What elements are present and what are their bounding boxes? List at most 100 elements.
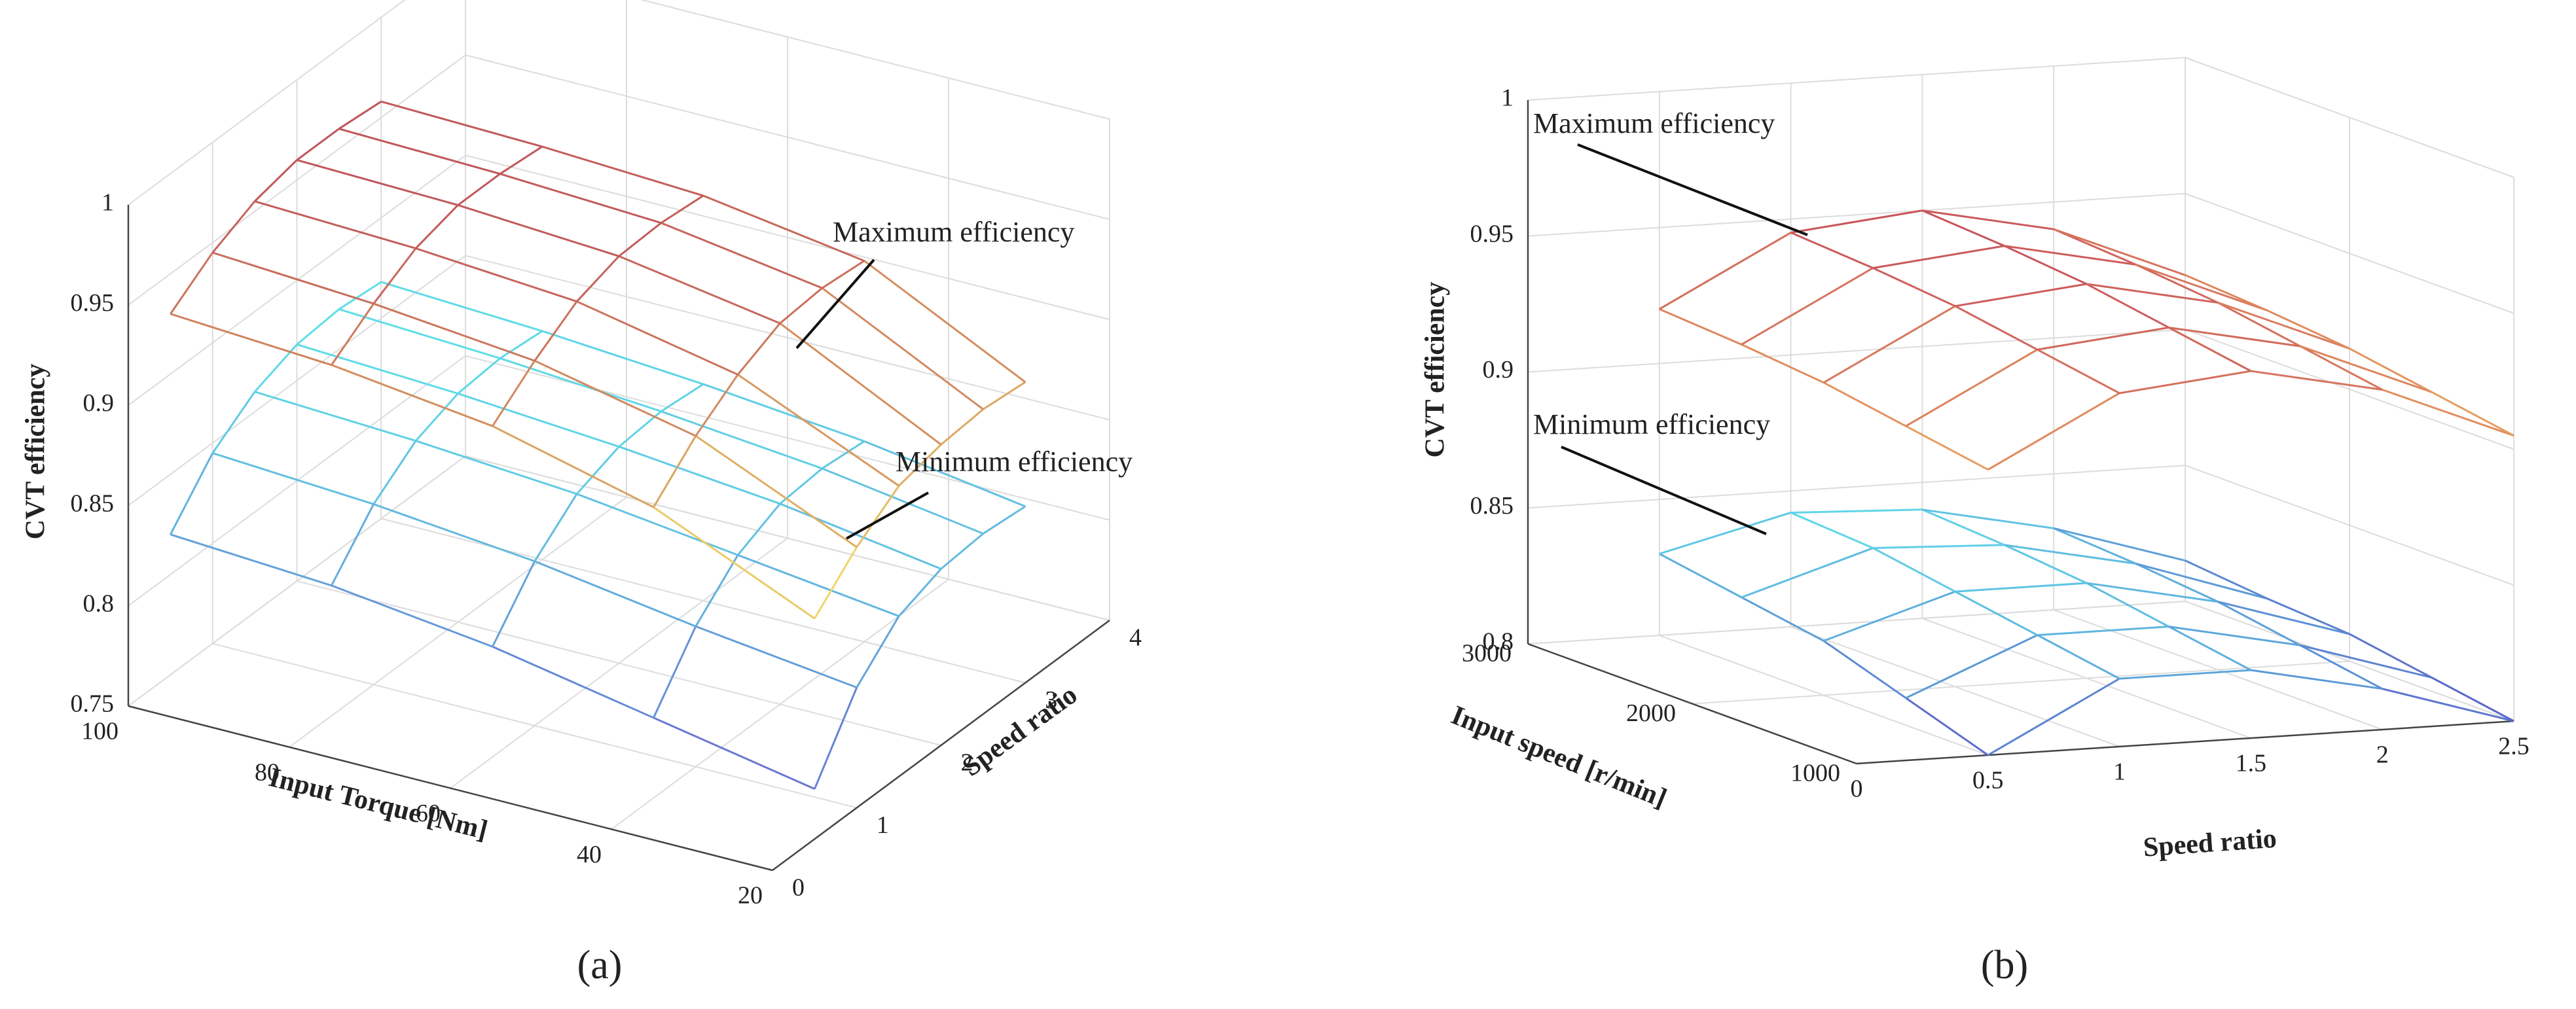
mesh-line: [576, 446, 620, 495]
mesh-line: [2053, 228, 2137, 266]
mesh-line: [457, 173, 501, 206]
z-tick-label: 1: [101, 189, 114, 217]
mesh-line: [2217, 302, 2350, 350]
mesh-line: [212, 451, 374, 505]
mesh-line: [2135, 263, 2268, 311]
grid-line: [465, 154, 1110, 321]
mesh-line: [1954, 305, 2038, 351]
leader-line: [795, 258, 875, 349]
mesh-line: [618, 446, 781, 505]
x-axis-line: [1856, 720, 2514, 765]
mesh-line: [856, 615, 900, 688]
mesh-line: [338, 281, 382, 310]
y-axis-line: [1527, 643, 1857, 765]
mesh-line: [661, 222, 823, 289]
y-tick-label: 3000: [1462, 640, 1512, 667]
grid-line: [1527, 192, 2186, 237]
x-tick-label: 100: [81, 718, 118, 745]
mesh-line: [2431, 391, 2514, 437]
mesh-line: [2217, 601, 2301, 646]
mesh-line: [534, 300, 578, 362]
mesh-line: [779, 503, 942, 570]
mesh-line: [296, 128, 340, 161]
mesh-line: [541, 330, 704, 385]
mesh-line: [1872, 547, 1956, 593]
z-tick-label: 0.9: [83, 389, 115, 417]
mesh-line: [415, 247, 577, 303]
grid-line: [1527, 465, 2186, 509]
z-tick-label: 0.85: [71, 489, 115, 517]
mesh-line: [338, 308, 501, 360]
mesh-line: [2185, 274, 2268, 311]
mesh-line: [338, 100, 382, 130]
z-tick-label: 0.95: [1470, 220, 1514, 247]
mesh-line: [211, 391, 256, 454]
mesh-line: [1872, 267, 1956, 308]
grid-line: [1692, 660, 2350, 705]
mesh-line: [297, 344, 458, 395]
mesh-line: [2053, 527, 2137, 565]
mesh-line: [983, 505, 1026, 535]
mesh-line: [2135, 263, 2219, 304]
mesh-line: [254, 200, 416, 250]
z-tick-label: 1: [1501, 84, 1514, 112]
mesh-line: [2037, 626, 2169, 637]
mesh-line: [898, 568, 942, 617]
mesh-line: [534, 560, 697, 628]
mesh-line: [1790, 512, 1874, 549]
y-tick-label: 3: [1045, 686, 1057, 714]
annotation: Maximum efficiency: [1533, 107, 1775, 139]
mesh-line: [212, 251, 374, 305]
mesh-line: [2431, 677, 2514, 722]
mesh-line: [2382, 688, 2514, 722]
grid-line: [2185, 57, 2514, 178]
mesh-line: [2135, 563, 2219, 603]
mesh-line: [331, 364, 493, 427]
grid-line: [1527, 57, 2186, 101]
mesh-line: [170, 452, 214, 535]
annotation: Maximum efficiency: [833, 216, 1074, 248]
mesh-line: [695, 554, 739, 628]
mesh-line: [813, 687, 858, 790]
y-tick-label: 2: [961, 749, 973, 777]
mesh-line: [2251, 370, 2383, 391]
mesh-line: [1954, 590, 2038, 636]
mesh-line: [856, 485, 900, 548]
grid-line: [1527, 328, 2186, 373]
mesh-line: [814, 546, 858, 619]
mesh-line: [297, 159, 458, 206]
mesh-line: [2168, 626, 2252, 671]
mesh-line: [1659, 512, 1792, 555]
mesh-line: [2168, 327, 2300, 347]
mesh-line: [2086, 283, 2169, 328]
y-tick-label: 1000: [1790, 760, 1840, 787]
mesh-line: [940, 408, 984, 446]
grid-line: [128, 54, 466, 306]
mesh-line: [2185, 559, 2268, 600]
mesh-line: [695, 374, 739, 437]
mesh-line: [576, 255, 620, 302]
x-tick-label: 0: [1851, 775, 1863, 803]
z-tick-label: 0.85: [1470, 492, 1514, 520]
mesh-line: [2004, 544, 2136, 565]
mesh-line: [736, 323, 781, 376]
mesh-line: [2053, 527, 2186, 562]
grid-line: [465, 54, 1110, 221]
mesh-line: [983, 381, 1026, 410]
mesh-line: [534, 493, 578, 562]
mesh-line: [653, 435, 697, 508]
x-tick-label: 40: [577, 841, 602, 868]
mesh-line: [331, 303, 374, 366]
y-tick-label: 2000: [1626, 699, 1676, 727]
mesh-line: [331, 584, 493, 648]
z-tick-label: 0.8: [1483, 628, 1514, 656]
mesh-line: [576, 300, 738, 376]
grid-line: [212, 643, 857, 809]
mesh-line: [1905, 425, 1989, 471]
mesh-line: [2266, 597, 2350, 635]
mesh-line: [1955, 582, 2087, 593]
mesh-line: [736, 503, 781, 556]
mesh-line: [1872, 245, 2005, 270]
mesh-line: [2349, 347, 2433, 393]
mesh-line: [2299, 644, 2383, 690]
